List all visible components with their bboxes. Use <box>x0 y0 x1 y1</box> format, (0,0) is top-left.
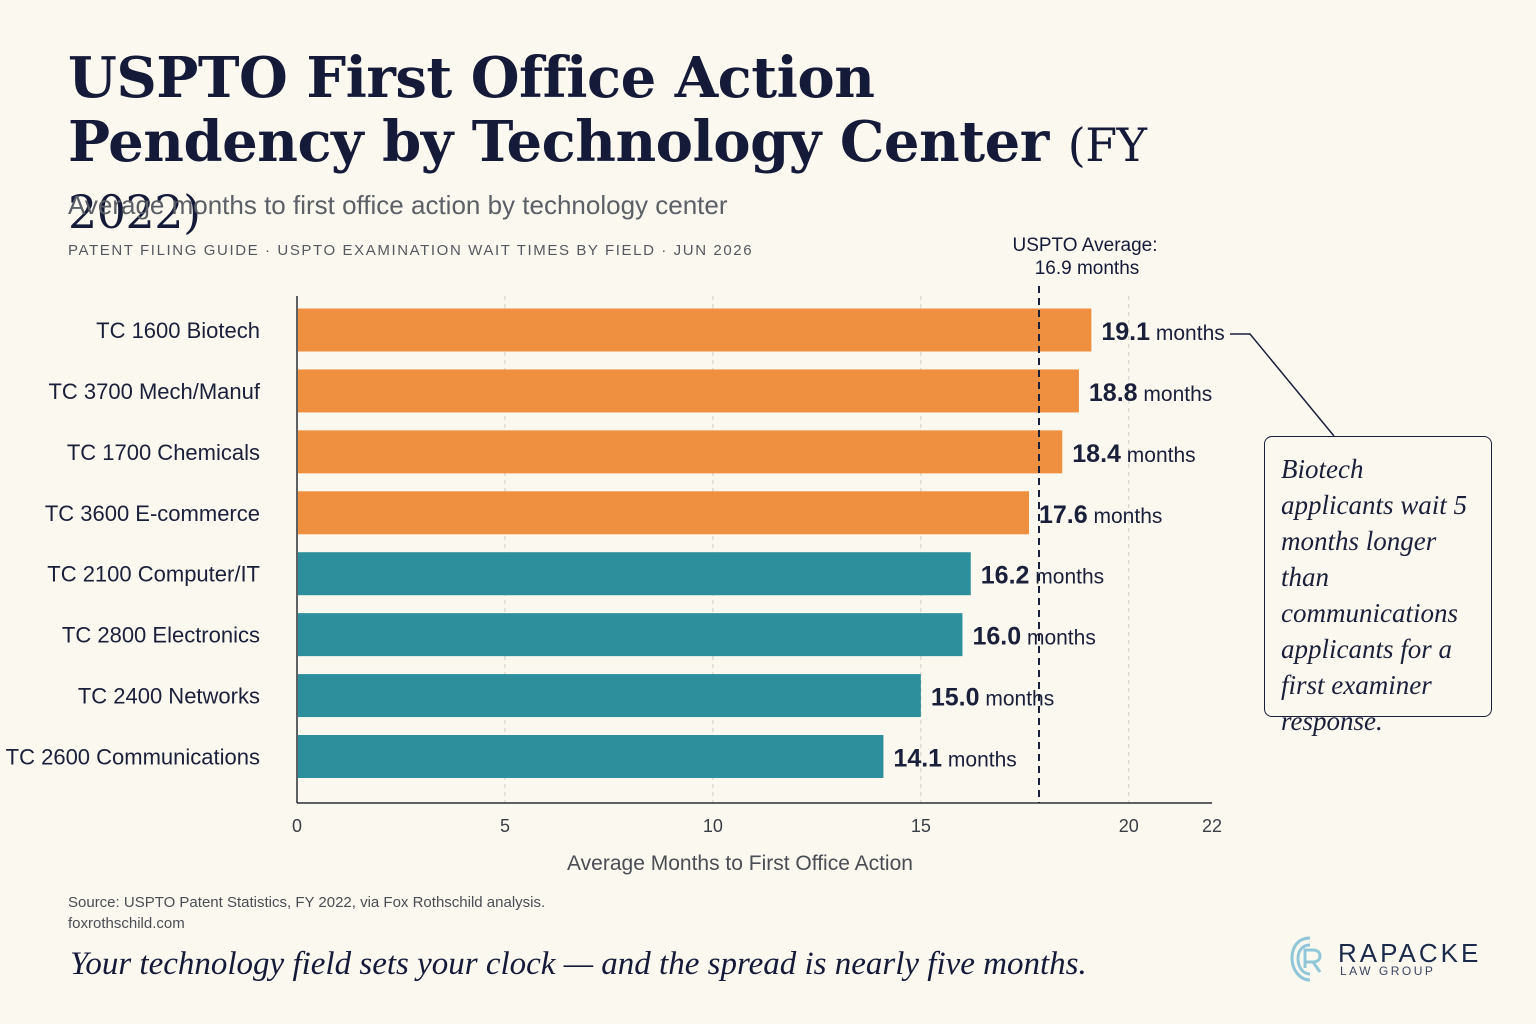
bar <box>298 308 1092 352</box>
axes: 0 5 10 15 20 22 Average Months to First Office… <box>292 296 1222 875</box>
x-tick-label: 15 <box>911 816 931 836</box>
value-number: 17.6 <box>1039 501 1088 529</box>
bar <box>298 613 963 657</box>
category-label: TC 1700 Chemicals <box>67 440 260 465</box>
category-label: TC 3700 Mech/Manuf <box>48 379 260 404</box>
x-tick-label: 20 <box>1119 816 1139 836</box>
value-unit: months <box>1088 505 1163 528</box>
value-number: 19.1 <box>1101 318 1150 346</box>
x-tick-label: 22 <box>1202 816 1222 836</box>
source-url: foxrothschild.com <box>68 915 185 932</box>
category-label: TC 1600 Biotech <box>96 318 260 343</box>
title-main: USPTO First Office Action Pendency by Te… <box>68 45 1049 175</box>
chart-title: USPTO First Office Action Pendency by Te… <box>68 46 1168 244</box>
value-label: 14.1 months <box>893 744 1016 772</box>
title-year: (FY 2022) <box>68 118 1147 239</box>
callout-box: Biotech applicants wait 5 months longer … <box>1264 436 1492 736</box>
bar <box>298 491 1029 535</box>
logo-sub: LAW GROUP <box>1340 964 1436 978</box>
x-tick-label: 0 <box>292 816 302 836</box>
callout-leader-line <box>1230 333 1335 437</box>
value-unit: months <box>1121 444 1196 467</box>
value-label: 16.2 months <box>981 562 1104 590</box>
category-label: TC 2100 Computer/IT <box>47 562 260 587</box>
value-label: 16.0 months <box>972 623 1095 651</box>
category-label: TC 2400 Networks <box>78 684 260 709</box>
value-unit: months <box>1029 566 1104 589</box>
category-label: TC 2600 Communications <box>6 744 260 769</box>
value-unit: months <box>1150 322 1225 345</box>
x-axis-label: Average Months to First Office Action <box>567 852 913 875</box>
average-label: USPTO Average: <box>1012 235 1157 256</box>
value-label: 15.0 months <box>931 684 1054 712</box>
value-unit: months <box>1138 383 1213 406</box>
brand-logo: RAPACKE LAW GROUP <box>1288 932 1488 992</box>
bars: TC 1600 Biotech 19.1 months TC 3700 Mech/M… <box>6 308 1225 778</box>
source-text: Source: USPTO Patent Statistics, FY 2022… <box>68 894 546 911</box>
value-unit: months <box>942 748 1017 771</box>
source-note: Source: USPTO Patent Statistics, FY 2022… <box>68 892 545 934</box>
average-reference: USPTO Average:16.9 months <box>1012 235 1335 803</box>
bar <box>298 552 971 596</box>
bar <box>298 734 884 778</box>
value-unit: months <box>980 688 1055 711</box>
value-label: 18.8 months <box>1089 379 1212 407</box>
x-tick-label: 5 <box>500 816 510 836</box>
bar <box>298 430 1063 474</box>
value-number: 18.4 <box>1072 440 1121 468</box>
value-number: 15.0 <box>931 684 980 712</box>
value-number: 16.2 <box>981 562 1030 590</box>
tagline: Your technology field sets your clock — … <box>70 946 1087 982</box>
average-value-label: 16.9 months <box>1035 258 1140 279</box>
value-number: 16.0 <box>972 623 1021 651</box>
value-label: 18.4 months <box>1072 440 1195 468</box>
bar <box>298 369 1079 413</box>
chart-subtitle: Average months to first office action by… <box>68 190 728 220</box>
category-label: TC 2800 Electronics <box>62 623 260 648</box>
logo-name: RAPACKE <box>1338 938 1482 968</box>
x-tick-label: 10 <box>703 816 723 836</box>
value-label: 17.6 months <box>1039 501 1162 529</box>
value-label: 19.1 months <box>1101 318 1224 346</box>
category-label: TC 3600 E-commerce <box>45 501 260 526</box>
value-unit: months <box>1021 627 1096 650</box>
logo-mark-icon <box>1290 936 1322 982</box>
bar <box>298 674 921 718</box>
value-number: 18.8 <box>1089 379 1138 407</box>
value-number: 14.1 <box>893 744 942 772</box>
kicker-line: PATENT FILING GUIDE · USPTO EXAMINATION … <box>68 242 754 259</box>
